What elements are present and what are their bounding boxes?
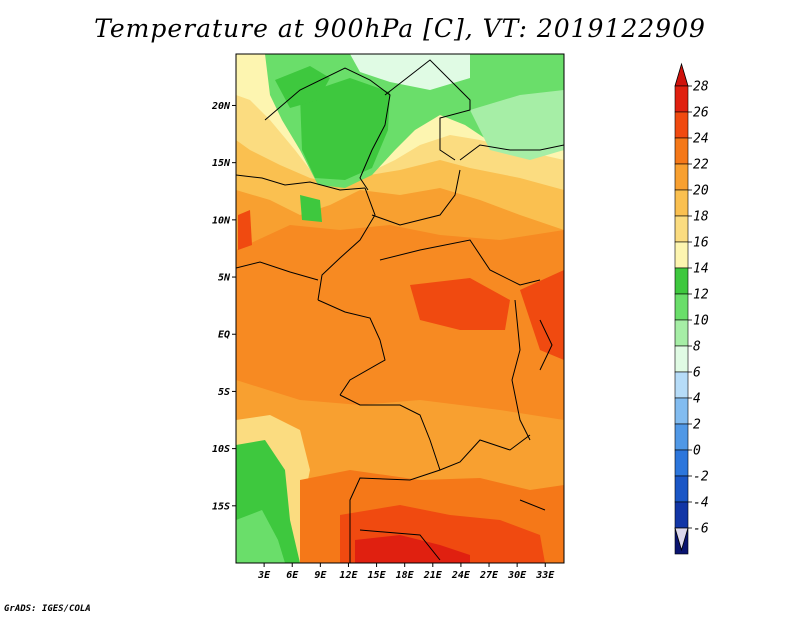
colorbar-swatch xyxy=(674,267,689,295)
colorbar-under-arrow xyxy=(674,527,689,552)
colorbar-swatch xyxy=(674,241,689,269)
lon-tick-label: 24E xyxy=(451,570,471,581)
longitude-axis: 3E 6E 9E 12E 15E 18E 21E 24E 27E 30E 33E xyxy=(257,563,555,581)
lon-tick-label: 9E xyxy=(314,570,327,581)
colorbar-label: 28 xyxy=(693,80,709,95)
border-angola xyxy=(339,394,441,563)
colorbar-label: 26 xyxy=(693,106,709,121)
lon-tick-label: 3E xyxy=(257,570,271,581)
field-8 xyxy=(350,54,470,90)
colorbar-label: 8 xyxy=(693,340,701,355)
colorbar-label: 4 xyxy=(693,392,701,407)
border-nigeria-n xyxy=(236,174,366,191)
border-chad-libya xyxy=(384,59,471,161)
field-28-s xyxy=(355,535,470,563)
lon-tick-label: 6E xyxy=(286,570,299,581)
colorbar-swatch xyxy=(674,85,689,113)
colorbar-label: -6 xyxy=(693,522,709,537)
colorbar-label: -2 xyxy=(693,470,709,485)
latitude-axis: 20N 15N 10N 5N EQ 5S 10S 15S xyxy=(211,101,236,512)
field-14c xyxy=(300,195,322,222)
lat-tick-label: EQ xyxy=(218,330,230,341)
lat-tick-label: 15S xyxy=(212,501,230,512)
lon-tick-label: 33E xyxy=(535,570,555,581)
colorbar-swatch xyxy=(674,423,689,451)
field-10 xyxy=(470,90,564,160)
colorbar-swatch xyxy=(674,449,689,477)
lon-tick-label: 27E xyxy=(479,570,499,581)
colorbar-swatch xyxy=(674,397,689,425)
lon-tick-label: 12E xyxy=(339,570,358,581)
lon-tick-label: 15E xyxy=(368,570,387,581)
border-lake-victoria xyxy=(539,319,553,371)
lat-tick-label: 15N xyxy=(212,158,231,169)
border-congo xyxy=(317,299,386,396)
colorbar-swatch xyxy=(674,501,689,529)
country-borders xyxy=(236,59,564,563)
map-frame xyxy=(235,53,565,564)
lat-tick-label: 10S xyxy=(212,444,230,455)
colorbar-label: 6 xyxy=(693,366,701,381)
field-26b xyxy=(520,270,564,360)
field-24-tint xyxy=(236,225,564,420)
lon-tick-label: 21E xyxy=(423,570,443,581)
field-26c xyxy=(238,210,252,250)
colorbar-swatch xyxy=(674,319,689,347)
lat-tick-label: 5N xyxy=(218,273,231,284)
border-car-drc xyxy=(379,239,541,286)
colorbar-label: 10 xyxy=(693,314,709,329)
colorbar-label: 12 xyxy=(693,288,709,303)
lon-tick-label: 30E xyxy=(507,570,527,581)
field-14 xyxy=(300,78,390,180)
colorbar-label: 16 xyxy=(693,236,709,251)
border-zambia xyxy=(439,434,531,471)
grads-credit: GrADS: IGES/COLA xyxy=(4,604,91,614)
border-cameroon xyxy=(317,187,376,301)
colorbar-swatch xyxy=(674,371,689,399)
lat-tick-label: 10N xyxy=(212,215,231,226)
colorbar-label: 24 xyxy=(693,132,709,147)
temperature-field xyxy=(236,54,564,563)
colorbar-label: -4 xyxy=(693,496,709,511)
colorbar-swatch xyxy=(674,215,689,243)
lat-tick-label: 20N xyxy=(211,101,231,112)
colorbar-label: 0 xyxy=(693,444,701,459)
field-26 xyxy=(410,278,510,330)
colorbar-swatch xyxy=(674,293,689,321)
colorbar-label: 14 xyxy=(693,262,709,277)
colorbar-swatch xyxy=(674,475,689,503)
field-12-sw xyxy=(236,510,285,563)
map-title: Temperature at 900hPa [C], VT: 201912290… xyxy=(94,14,706,43)
colorbar-over-arrow xyxy=(674,62,689,87)
colorbar-label: 20 xyxy=(693,184,709,199)
border-coast-west xyxy=(236,261,319,281)
border-chad-car xyxy=(371,169,461,226)
border-sudan xyxy=(459,144,564,161)
lat-tick-label: 5S xyxy=(218,387,230,398)
border-east xyxy=(511,299,531,441)
border-malawi xyxy=(519,499,546,511)
field-14b xyxy=(275,66,330,108)
border-niger xyxy=(264,67,391,191)
colorbar-label: 18 xyxy=(693,210,709,225)
lon-tick-label: 18E xyxy=(396,570,415,581)
colorbar-swatch xyxy=(674,137,689,165)
colorbar-label: 2 xyxy=(693,418,701,433)
colorbar-swatch xyxy=(674,111,689,139)
colorbar-swatch xyxy=(674,189,689,217)
colorbar-swatch xyxy=(674,163,689,191)
colorbar-swatch xyxy=(674,345,689,373)
colorbar-label: 22 xyxy=(693,158,709,173)
border-namibia xyxy=(359,529,441,561)
